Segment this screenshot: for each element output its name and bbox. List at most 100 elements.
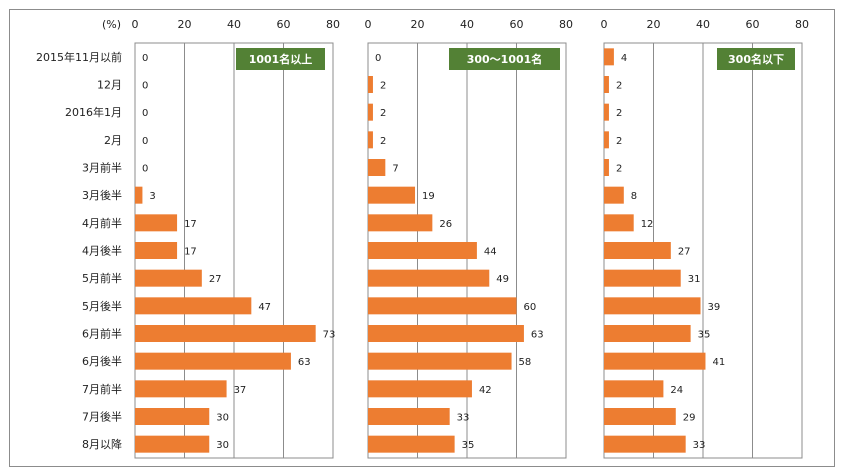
bar — [368, 380, 472, 398]
bar — [135, 435, 210, 453]
x-tick-label: 60 — [277, 18, 291, 31]
data-label: 63 — [298, 357, 311, 368]
data-label: 8 — [631, 191, 637, 202]
data-label: 35 — [698, 330, 711, 341]
bar — [368, 352, 512, 370]
data-label: 49 — [496, 274, 509, 285]
x-tick-label: 40 — [227, 18, 241, 31]
bar — [604, 325, 691, 342]
panel-title: 300名以下 — [728, 52, 784, 66]
panel-title: 300～1001名 — [467, 52, 543, 66]
x-tick-label: 80 — [795, 18, 809, 31]
data-label: 63 — [531, 330, 544, 341]
data-label: 44 — [484, 247, 497, 258]
category-label: 6月前半 — [82, 327, 122, 341]
category-label: 8月以降 — [82, 437, 122, 451]
category-label: 5月後半 — [82, 299, 122, 313]
bar — [368, 408, 450, 425]
category-label: 6月後半 — [82, 354, 122, 368]
data-label: 3 — [149, 191, 155, 202]
x-tick-label: 40 — [460, 18, 474, 31]
bar — [604, 380, 664, 398]
data-label: 58 — [519, 357, 532, 368]
data-label: 2 — [616, 136, 622, 147]
category-label: 2月 — [104, 134, 122, 147]
x-tick-label: 0 — [601, 18, 608, 31]
bar — [135, 408, 210, 425]
data-label: 2 — [380, 81, 386, 92]
data-label: 17 — [184, 219, 197, 230]
data-label: 0 — [142, 164, 148, 175]
data-label: 17 — [184, 247, 197, 258]
unit-label: (%) — [102, 18, 121, 31]
data-label: 4 — [621, 53, 627, 64]
panel-title-box — [449, 48, 560, 70]
bar — [604, 76, 609, 93]
bar — [604, 186, 624, 204]
data-label: 30 — [216, 413, 229, 424]
panel-title: 1001名以上 — [249, 52, 313, 66]
bar — [135, 380, 227, 398]
category-label: 7月後半 — [82, 410, 122, 424]
x-tick-label: 60 — [510, 18, 524, 31]
x-tick-label: 0 — [132, 18, 139, 31]
data-label: 39 — [708, 302, 721, 313]
data-label: 0 — [142, 136, 148, 147]
bar — [604, 242, 671, 259]
bar — [368, 76, 373, 93]
data-label: 35 — [462, 440, 475, 451]
bar — [604, 352, 706, 370]
x-tick-label: 20 — [411, 18, 425, 31]
data-label: 47 — [258, 302, 271, 313]
bar — [604, 408, 676, 425]
panel-title-box — [236, 48, 325, 70]
data-label: 2 — [616, 164, 622, 175]
data-label: 60 — [524, 302, 537, 313]
data-label: 19 — [422, 191, 435, 202]
data-label: 2 — [616, 108, 622, 119]
bar — [368, 297, 517, 315]
bar — [604, 269, 681, 287]
bar — [135, 269, 202, 287]
data-label: 2 — [616, 81, 622, 92]
bar — [135, 297, 252, 315]
x-tick-label: 20 — [647, 18, 661, 31]
data-label: 41 — [712, 357, 725, 368]
bar — [368, 214, 433, 232]
data-label: 2 — [380, 108, 386, 119]
bar — [368, 435, 455, 453]
bar — [604, 214, 634, 232]
data-label: 30 — [216, 440, 229, 451]
data-label: 33 — [693, 440, 706, 451]
bar — [368, 186, 416, 204]
bar — [135, 242, 178, 259]
x-tick-label: 0 — [365, 18, 372, 31]
data-label: 73 — [323, 330, 336, 341]
data-label: 29 — [683, 413, 696, 424]
bar — [368, 325, 524, 342]
data-label: 26 — [439, 219, 452, 230]
data-label: 0 — [142, 81, 148, 92]
data-label: 12 — [641, 219, 654, 230]
panel-title-box — [717, 48, 795, 70]
category-label: 3月前半 — [82, 161, 122, 175]
bar — [135, 325, 316, 342]
bar — [604, 159, 609, 176]
bar — [368, 269, 490, 287]
category-label: 4月前半 — [82, 216, 122, 230]
data-label: 2 — [380, 136, 386, 147]
category-label: 3月後半 — [82, 188, 122, 202]
category-label: 2016年1月 — [65, 105, 122, 119]
category-label: 7月前半 — [82, 382, 122, 396]
data-label: 27 — [678, 247, 691, 258]
data-label: 27 — [209, 274, 222, 285]
data-label: 42 — [479, 385, 492, 396]
bar — [135, 352, 291, 370]
bar — [604, 103, 609, 121]
bar — [135, 186, 143, 204]
x-tick-label: 60 — [746, 18, 760, 31]
data-label: 37 — [234, 385, 247, 396]
bar — [368, 242, 477, 259]
x-tick-label: 20 — [178, 18, 192, 31]
